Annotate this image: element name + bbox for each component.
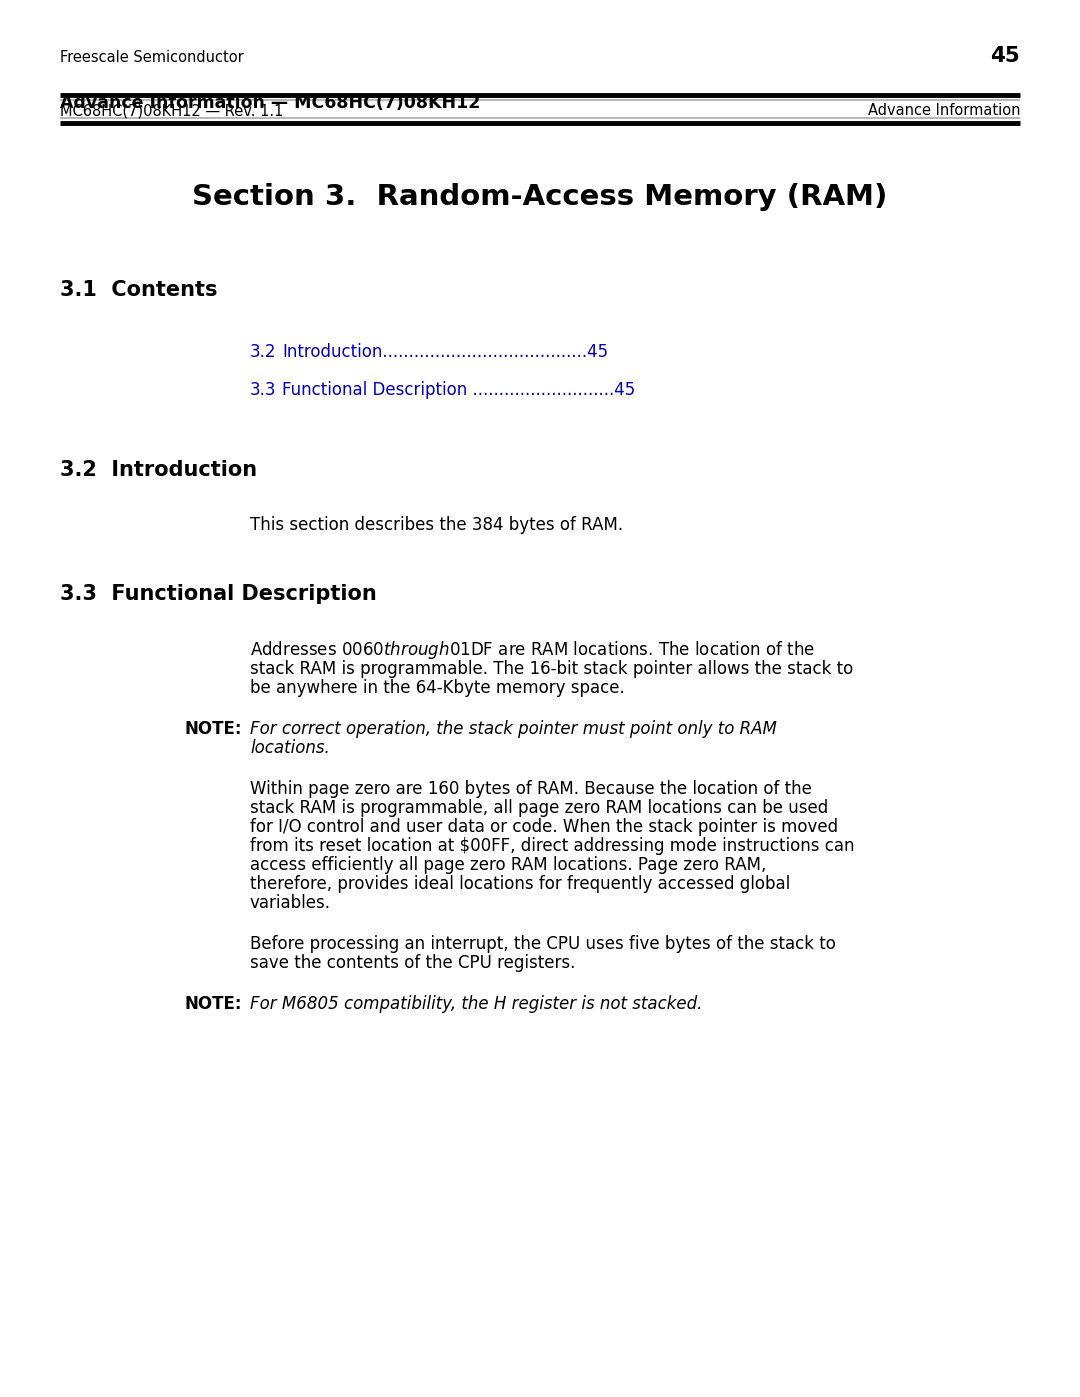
Text: For correct operation, the stack pointer must point only to RAM: For correct operation, the stack pointer… [249,719,777,738]
Text: 3.3  Functional Description: 3.3 Functional Description [60,584,377,604]
Text: Freescale Semiconductor: Freescale Semiconductor [60,50,244,66]
Text: Advance Information: Advance Information [867,103,1020,117]
Text: Introduction.......................................45: Introduction............................… [282,344,608,360]
Text: Functional Description ...........................45: Functional Description .................… [282,381,635,400]
Text: access efficiently all page zero RAM locations. Page zero RAM,: access efficiently all page zero RAM loc… [249,856,767,875]
Text: Within page zero are 160 bytes of RAM. Because the location of the: Within page zero are 160 bytes of RAM. B… [249,780,812,798]
Text: 3.2: 3.2 [249,344,276,360]
Text: from its reset location at $00FF, direct addressing mode instructions can: from its reset location at $00FF, direct… [249,837,854,855]
Text: 3.2  Introduction: 3.2 Introduction [60,460,257,481]
Text: save the contents of the CPU registers.: save the contents of the CPU registers. [249,954,576,972]
Text: locations.: locations. [249,739,329,757]
Text: variables.: variables. [249,894,330,912]
Text: Addresses $0060 through $01DF are RAM locations. The location of the: Addresses $0060 through $01DF are RAM lo… [249,638,815,661]
Text: for I/O control and user data or code. When the stack pointer is moved: for I/O control and user data or code. W… [249,819,838,835]
Text: This section describes the 384 bytes of RAM.: This section describes the 384 bytes of … [249,515,623,534]
Text: stack RAM is programmable, all page zero RAM locations can be used: stack RAM is programmable, all page zero… [249,799,828,817]
Text: NOTE:: NOTE: [185,719,243,738]
Text: MC68HC(7)08KH12 — Rev. 1.1: MC68HC(7)08KH12 — Rev. 1.1 [60,103,283,117]
Text: be anywhere in the 64-Kbyte memory space.: be anywhere in the 64-Kbyte memory space… [249,679,624,697]
Text: stack RAM is programmable. The 16-bit stack pointer allows the stack to: stack RAM is programmable. The 16-bit st… [249,659,853,678]
Text: 45: 45 [990,46,1020,66]
Text: therefore, provides ideal locations for frequently accessed global: therefore, provides ideal locations for … [249,875,791,893]
Text: Before processing an interrupt, the CPU uses five bytes of the stack to: Before processing an interrupt, the CPU … [249,935,836,953]
Text: 3.3: 3.3 [249,381,276,400]
Text: NOTE:: NOTE: [185,995,243,1013]
Text: Section 3.  Random-Access Memory (RAM): Section 3. Random-Access Memory (RAM) [192,183,888,211]
Text: For M6805 compatibility, the H register is not stacked.: For M6805 compatibility, the H register … [249,995,702,1013]
Text: Advance Information — MC68HC(7)08KH12: Advance Information — MC68HC(7)08KH12 [60,94,481,112]
Text: 3.1  Contents: 3.1 Contents [60,279,217,300]
